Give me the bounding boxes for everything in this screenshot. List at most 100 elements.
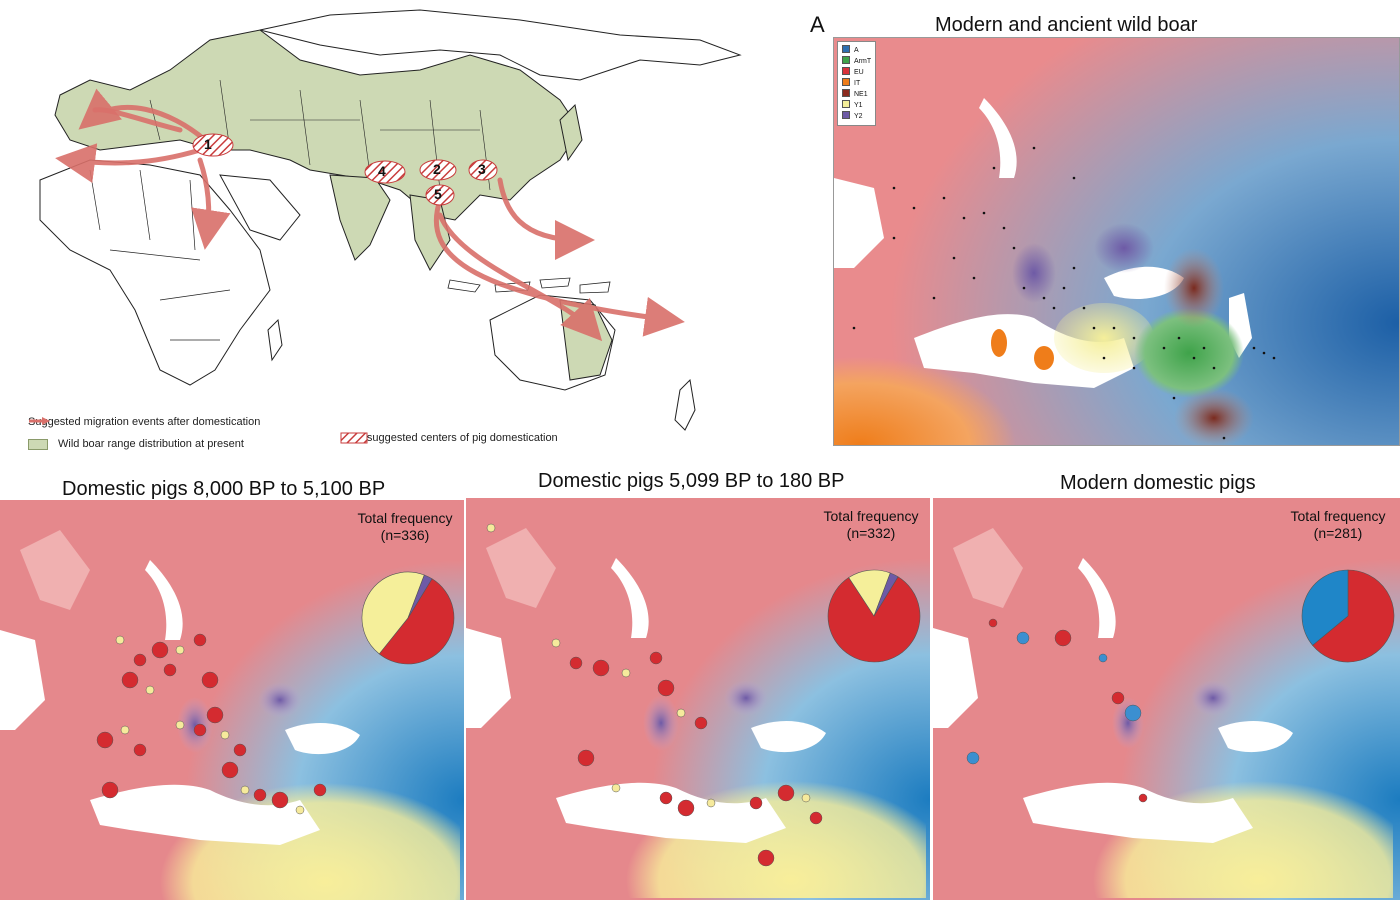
site-marker — [133, 653, 147, 667]
panel-3-n: (n=281) — [1313, 525, 1363, 541]
armt-blob — [1134, 308, 1244, 398]
arabia-outline — [219, 174, 301, 241]
eurasia-borders — [149, 79, 491, 191]
india-outline — [329, 174, 391, 261]
swatch-armt — [842, 56, 850, 64]
arrow-icon — [29, 417, 50, 425]
legend-centers: Main suggested centers of pig domesticat… — [340, 432, 558, 444]
site-marker — [809, 811, 823, 825]
center-4 — [364, 160, 406, 184]
site-marker — [206, 706, 224, 724]
swatch-y1 — [842, 100, 850, 108]
panel-2-bg — [466, 498, 930, 900]
legend-range: Wild boar range distribution at present — [28, 438, 244, 450]
site-marker — [145, 685, 155, 695]
sea-baltic — [611, 558, 649, 638]
pie-slice-a — [1301, 569, 1349, 646]
site-marker — [201, 671, 219, 689]
site-marker — [706, 798, 716, 808]
site-marker — [240, 785, 250, 795]
it-blob — [991, 329, 1007, 357]
legend-item-it: IT — [842, 78, 871, 89]
sea-baltic — [979, 98, 1017, 178]
sea-atlantic — [834, 178, 884, 268]
panel-1-n: (n=336) — [380, 527, 430, 543]
site-marker — [253, 788, 267, 802]
world-map-svg — [39, 9, 742, 431]
hatch-swatch-icon — [340, 432, 368, 444]
legend-item-eu: EU — [842, 67, 871, 78]
center-2 — [419, 159, 457, 181]
site-marker — [694, 716, 708, 730]
haplogroup-legend: A ArmT EU IT NE1 Y1 Y2 — [837, 41, 877, 126]
site-marker — [777, 784, 795, 802]
site-marker — [151, 641, 169, 659]
sea-black — [751, 721, 826, 753]
swatch-ne1 — [842, 89, 850, 97]
site-marker — [175, 720, 185, 730]
site-marker — [1016, 631, 1030, 645]
site-marker — [486, 523, 496, 533]
site-marker — [569, 656, 583, 670]
center-label-3: 3 — [478, 161, 486, 177]
legend-item-ne1: NE1 — [842, 89, 871, 100]
site-marker — [120, 725, 130, 735]
site-marker — [175, 645, 185, 655]
site-marker — [801, 793, 811, 803]
legend-item-y2: Y2 — [842, 111, 871, 122]
site-marker — [1054, 629, 1072, 647]
sea-mediterranean — [1023, 782, 1253, 843]
site-marker — [757, 849, 775, 867]
center-label-1: 1 — [204, 136, 212, 152]
sea-black — [1218, 721, 1293, 753]
y2-blob-2 — [1191, 680, 1235, 716]
ne1-blob-1 — [1164, 248, 1224, 328]
center-5 — [425, 184, 455, 206]
center-label-5: 5 — [434, 186, 442, 202]
site-marker — [1124, 704, 1142, 722]
domestication-centers — [192, 133, 498, 206]
new-zealand-outline — [674, 378, 696, 431]
y2-blob-2 — [1094, 223, 1154, 273]
panel-2-title: Domestic pigs 5,099 BP to 180 BP — [538, 470, 845, 492]
pie-slice-y1 — [361, 571, 425, 655]
site-marker — [271, 791, 289, 809]
site-marker — [1098, 653, 1108, 663]
panel-3-pie-layer — [966, 569, 1395, 803]
wild-boar-samples — [852, 146, 1276, 440]
pie-slice-eu — [378, 578, 455, 665]
it-blob-2 — [1034, 346, 1054, 370]
panel-3-title: Modern domestic pigs — [1060, 472, 1256, 494]
site-marker — [659, 791, 673, 805]
site-marker — [133, 743, 147, 757]
swatch-a — [842, 45, 850, 53]
wild-boar-title: Modern and ancient wild boar — [935, 14, 1198, 36]
y2-blob-1 — [1012, 243, 1056, 303]
migration-arrows — [55, 88, 685, 342]
world-domestication-map: 1 4 2 3 5 Suggested migration events aft… — [0, 0, 790, 455]
site-marker — [295, 805, 305, 815]
panel-2-pie-layer — [486, 523, 921, 867]
site-marker — [313, 783, 327, 797]
legend-item-a: A — [842, 45, 871, 56]
pie-slice-eu — [827, 576, 921, 663]
site-marker — [577, 749, 595, 767]
sea-mediterranean — [556, 782, 786, 843]
siberia-north — [259, 9, 742, 81]
site-marker — [611, 783, 621, 793]
wild-boar-svg — [834, 38, 1399, 445]
panel-1-freq-text: Total frequency — [357, 510, 453, 526]
center-label-2: 2 — [433, 161, 441, 177]
panel-3-map: Total frequency (n=281) — [933, 498, 1400, 900]
center-1 — [192, 133, 234, 157]
swatch-it — [842, 78, 850, 86]
sea-baltic — [1078, 558, 1116, 638]
pie-slice-y2 — [407, 574, 433, 619]
site-marker — [115, 635, 125, 645]
site-marker — [649, 651, 663, 665]
island-shape — [20, 530, 90, 610]
panel-3-freq-label: Total frequency (n=281) — [1283, 508, 1393, 542]
legend-item-y1: Y1 — [842, 100, 871, 111]
sea-atlantic — [933, 628, 978, 728]
panel-1-bg — [0, 500, 464, 900]
